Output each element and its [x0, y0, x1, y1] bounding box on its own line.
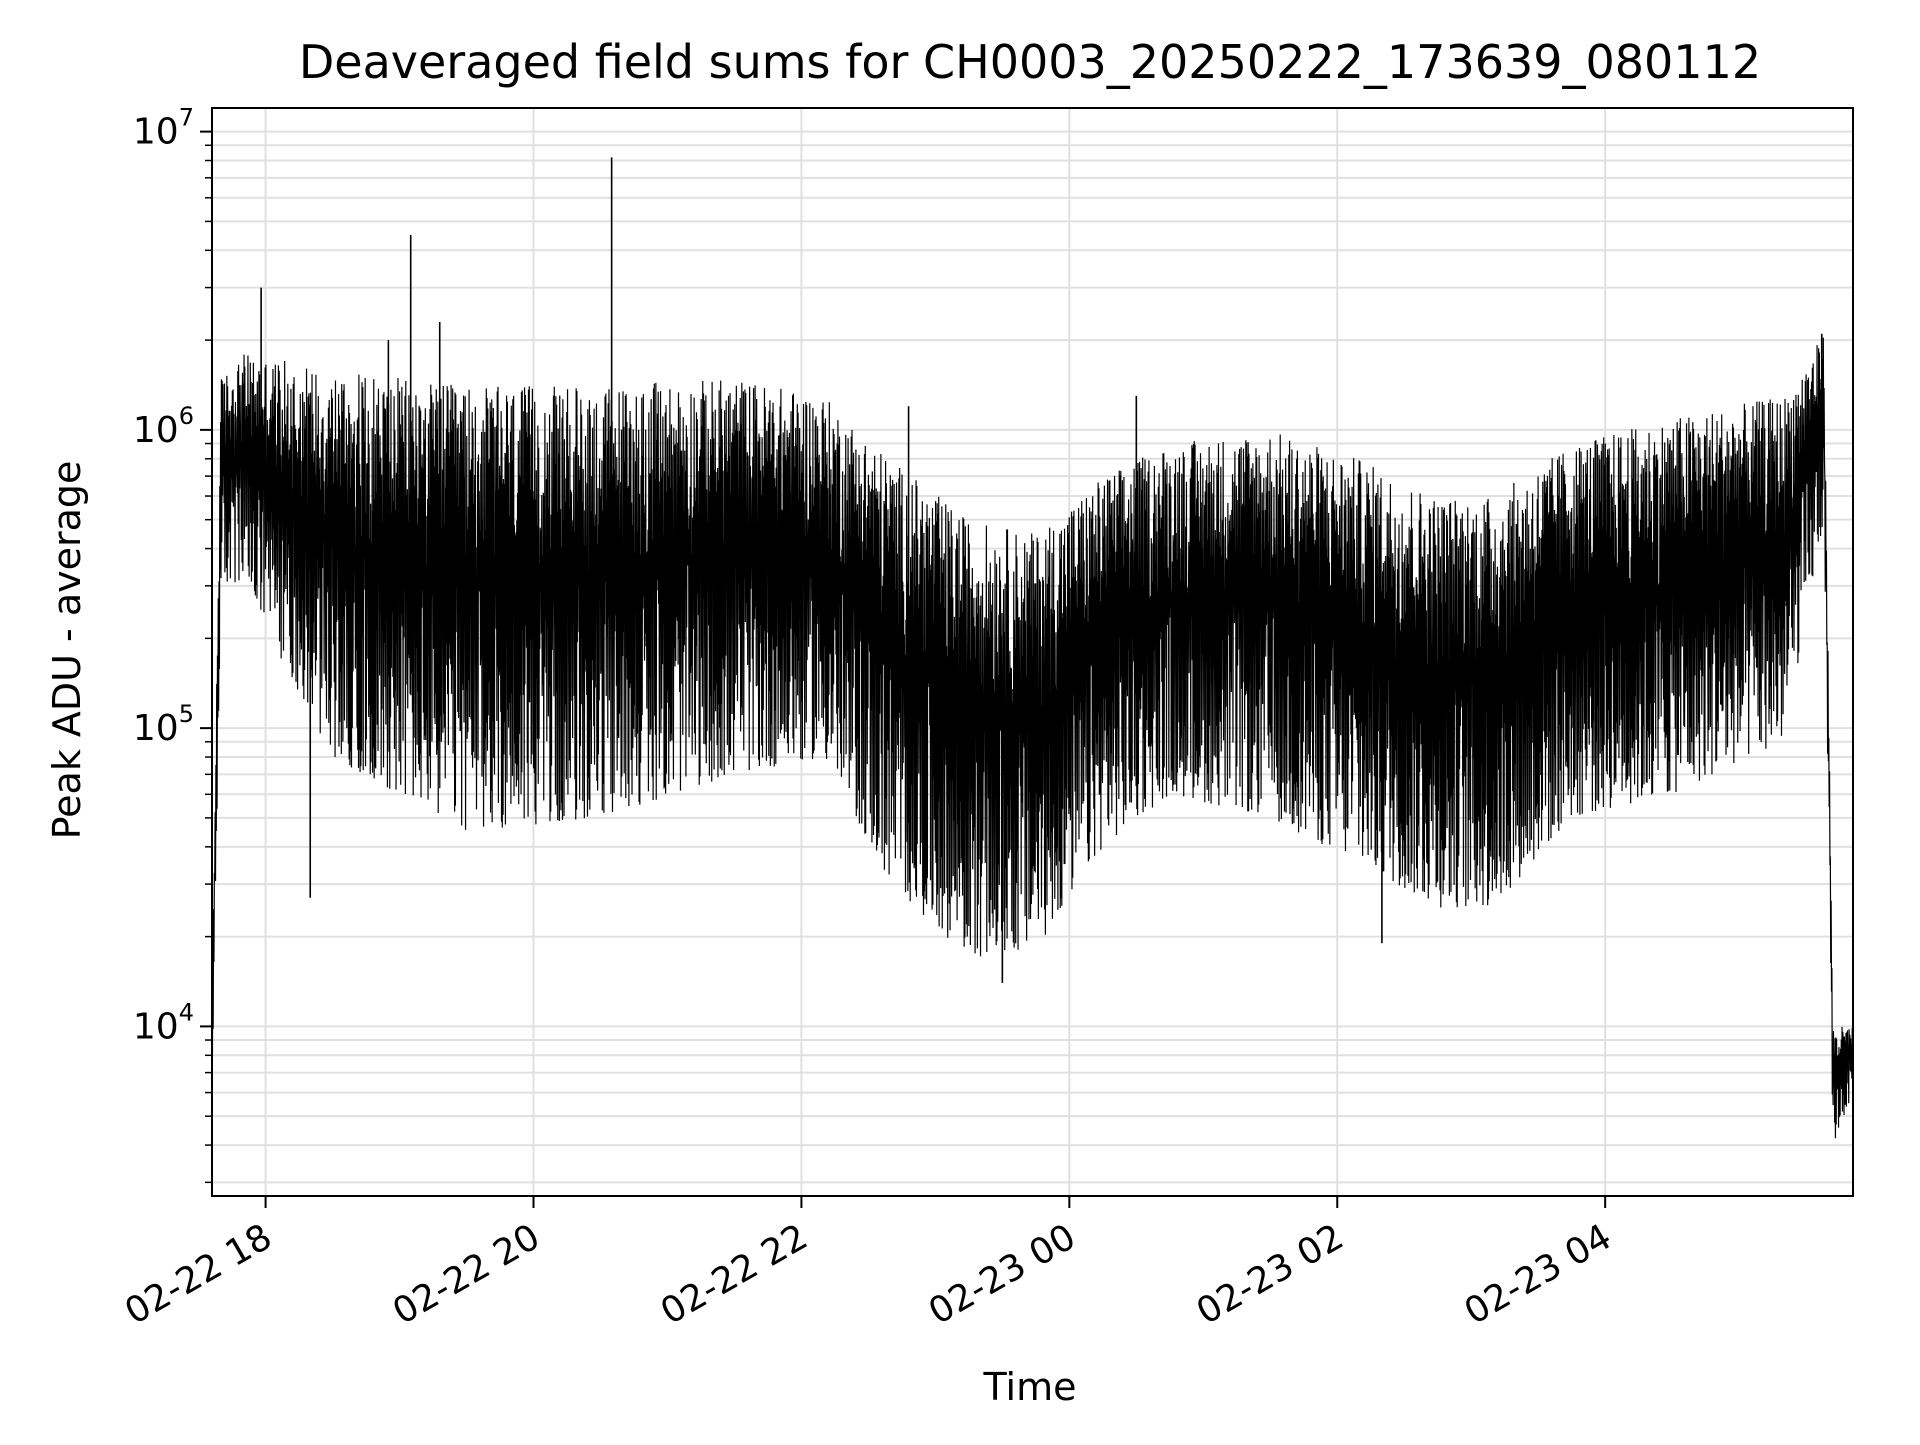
- y-tick-base: 10: [133, 708, 179, 749]
- y-tick-label: 107: [133, 104, 194, 153]
- x-tick-label: 02-22 20: [386, 1216, 547, 1332]
- y-tick-label: 106: [133, 402, 194, 451]
- x-tick-label: 02-22 18: [118, 1216, 279, 1332]
- x-tick-label: 02-23 00: [922, 1216, 1083, 1332]
- x-tick-label: 02-23 04: [1458, 1216, 1619, 1332]
- series-layer: [211, 157, 1854, 1139]
- chart-title: Deaveraged field sums for CH0003_2025022…: [299, 35, 1761, 89]
- x-axis-label: Time: [983, 1365, 1077, 1409]
- y-tick-exponent: 7: [179, 104, 194, 132]
- y-tick-exponent: 6: [179, 402, 194, 430]
- y-tick-base: 10: [133, 410, 179, 451]
- y-tick-exponent: 4: [179, 998, 194, 1026]
- x-tick-label: 02-22 22: [654, 1216, 815, 1332]
- series-line: [211, 337, 1854, 1139]
- y-tick-label: 104: [133, 998, 194, 1047]
- plot-frame: [211, 107, 1854, 1197]
- x-tick-label: 02-23 02: [1190, 1216, 1351, 1332]
- y-tick-label: 105: [133, 700, 194, 749]
- y-tick-base: 10: [133, 1006, 179, 1047]
- y-tick-exponent: 5: [179, 700, 194, 728]
- y-axis-label: Peak ADU - average: [45, 461, 89, 840]
- y-tick-base: 10: [133, 112, 179, 153]
